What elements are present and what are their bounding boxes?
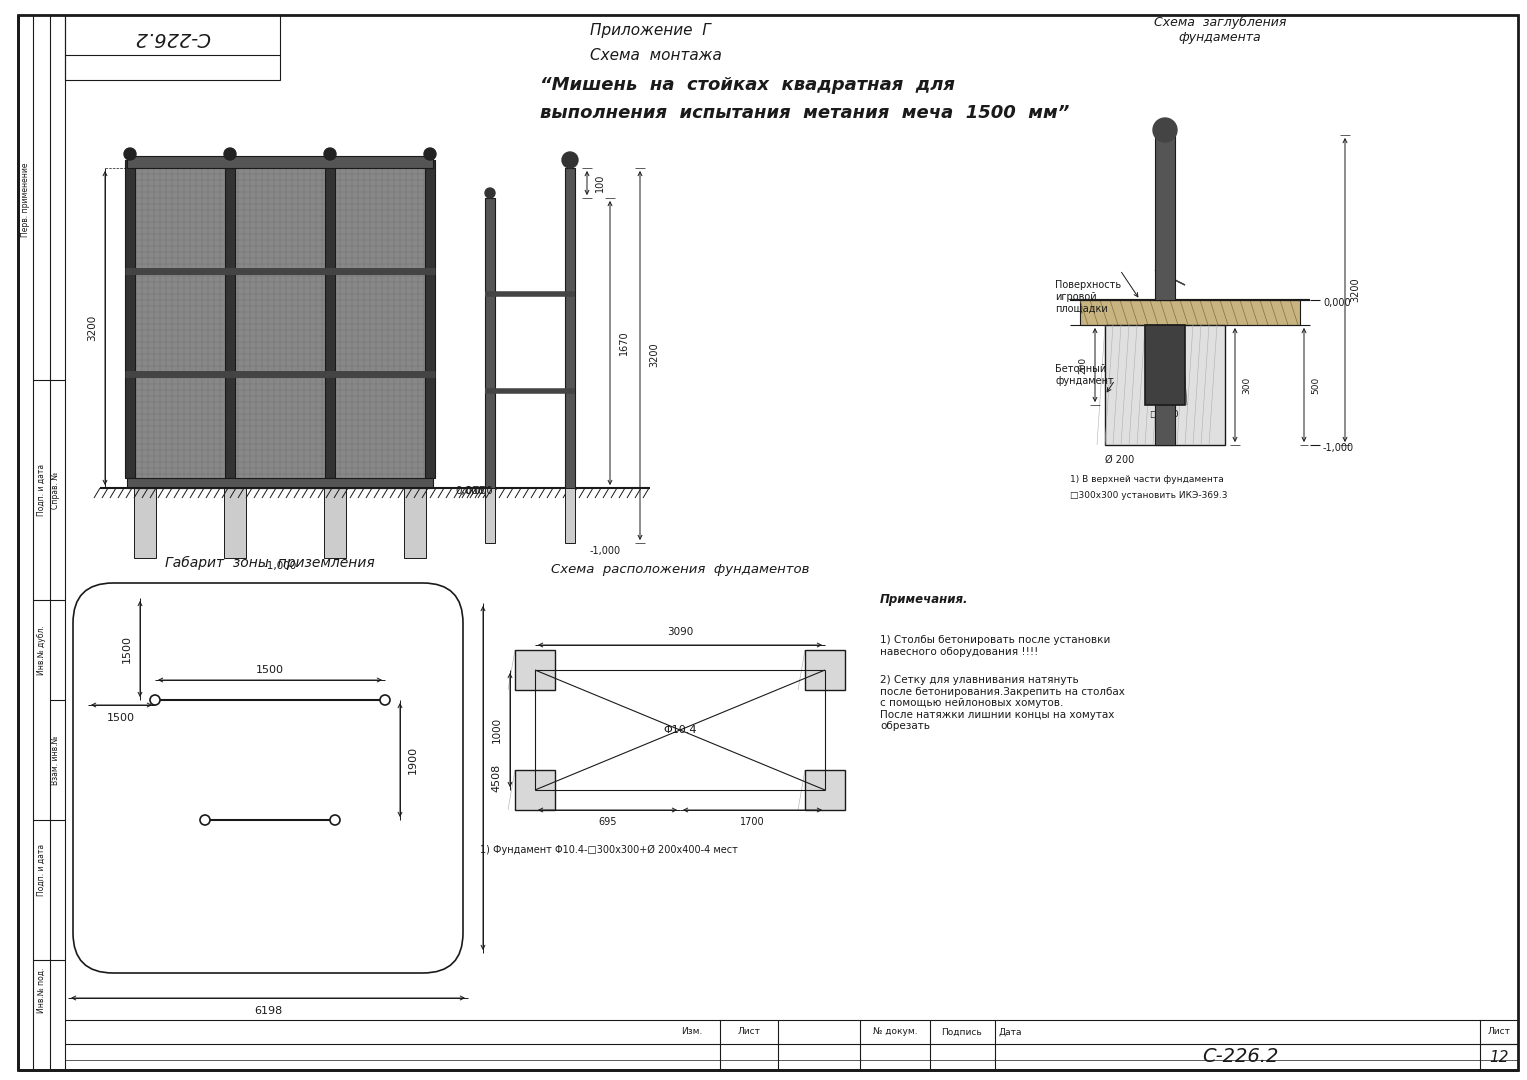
Bar <box>805 650 844 690</box>
Text: 1000: 1000 <box>492 717 502 743</box>
Bar <box>486 488 495 543</box>
Bar <box>425 160 435 478</box>
Text: Дата: Дата <box>999 1027 1022 1037</box>
Text: Подп. и дата: Подп. и дата <box>37 843 46 896</box>
Bar <box>1154 325 1174 445</box>
Text: 0,000: 0,000 <box>1322 298 1350 308</box>
Circle shape <box>380 696 389 705</box>
Text: “Мишень  на  стойках  квадратная  для: “Мишень на стойках квадратная для <box>541 76 954 94</box>
Text: Инв.№ дубл.: Инв.№ дубл. <box>37 625 46 675</box>
Bar <box>565 168 576 488</box>
Text: 1500: 1500 <box>122 635 131 663</box>
Text: Схема  монтажа: Схема монтажа <box>589 48 722 63</box>
Text: 12: 12 <box>1489 1050 1509 1065</box>
Text: Бетонный
фундамент: Бетонный фундамент <box>1055 364 1113 386</box>
Bar <box>66 15 279 80</box>
Bar <box>127 156 434 168</box>
Bar <box>565 488 576 543</box>
Text: -1,000: -1,000 <box>589 546 620 556</box>
Circle shape <box>124 148 136 160</box>
Text: Поверхность
игровой
площадки: Поверхность игровой площадки <box>1055 280 1121 313</box>
Text: □300х300 установить ИКЭ-369.3: □300х300 установить ИКЭ-369.3 <box>1070 490 1228 499</box>
Text: 3200: 3200 <box>87 315 98 341</box>
Text: 1500: 1500 <box>257 665 284 675</box>
Text: С-226.2: С-226.2 <box>134 27 211 46</box>
Text: 1) В верхней части фундамента: 1) В верхней части фундамента <box>1070 475 1223 485</box>
Text: □ 300: □ 300 <box>1150 410 1179 419</box>
Text: Габарит  зоны  приземления: Габарит зоны приземления <box>165 556 374 570</box>
Text: Справ. №: Справ. № <box>52 472 61 509</box>
Text: 200: 200 <box>1078 356 1087 374</box>
Text: 3200: 3200 <box>649 342 660 367</box>
Text: выполнения  испытания  метания  меча  1500  мм”: выполнения испытания метания меча 1500 м… <box>541 104 1069 122</box>
Bar <box>324 488 347 558</box>
Text: 500: 500 <box>1312 376 1321 393</box>
Bar <box>127 478 434 488</box>
Text: 1) Столбы бетонировать после установки
навесного оборудования !!!!: 1) Столбы бетонировать после установки н… <box>880 635 1110 657</box>
Text: -1,000: -1,000 <box>263 561 296 571</box>
Text: 0,000: 0,000 <box>455 486 484 496</box>
Text: 4508: 4508 <box>492 764 501 792</box>
Text: Подпись: Подпись <box>942 1027 982 1037</box>
Text: 1900: 1900 <box>408 746 418 774</box>
Bar <box>134 488 156 558</box>
Text: 300: 300 <box>1243 376 1252 393</box>
Text: Инв.№ под.: Инв.№ под. <box>37 968 46 1013</box>
Circle shape <box>200 815 211 825</box>
Circle shape <box>425 148 437 160</box>
Bar <box>325 160 334 478</box>
Bar <box>805 770 844 810</box>
Circle shape <box>224 148 237 160</box>
Text: 2) Сетку для улавнивания натянуть
после бетонирования.Закрепить на столбах
с пом: 2) Сетку для улавнивания натянуть после … <box>880 675 1125 731</box>
Text: 3090: 3090 <box>667 627 693 637</box>
Text: Приложение  Г: Приложение Г <box>589 23 710 38</box>
Circle shape <box>150 696 160 705</box>
Text: Лист: Лист <box>1487 1027 1510 1037</box>
Bar <box>125 160 134 478</box>
Bar <box>1080 300 1299 325</box>
Bar <box>1106 325 1225 445</box>
Text: Лист: Лист <box>738 1027 760 1037</box>
Text: Перв. применение: Перв. применение <box>21 163 31 238</box>
Text: 6198: 6198 <box>253 1005 282 1016</box>
Text: Φ10.4: Φ10.4 <box>663 725 696 735</box>
Circle shape <box>330 815 341 825</box>
Text: 1) Фундамент Φ10.4-□300х300+Ø 200x400-4 мест: 1) Фундамент Φ10.4-□300х300+Ø 200x400-4 … <box>479 845 738 855</box>
Bar <box>1145 325 1185 405</box>
Bar <box>224 488 246 558</box>
Text: 695: 695 <box>599 816 617 827</box>
Text: № докум.: № докум. <box>873 1027 918 1037</box>
Text: 1670: 1670 <box>618 330 629 355</box>
Circle shape <box>1153 118 1177 141</box>
Text: Взам. инв.№: Взам. инв.№ <box>52 735 61 785</box>
Text: С-226.2: С-226.2 <box>1202 1047 1278 1066</box>
Bar <box>405 488 426 558</box>
Text: 0,000: 0,000 <box>466 486 493 496</box>
Text: Схема  расположения  фундаментов: Схема расположения фундаментов <box>551 564 809 577</box>
Text: Подп. и дата: Подп. и дата <box>37 464 46 516</box>
Circle shape <box>562 152 579 168</box>
Text: -1,000: -1,000 <box>1322 443 1354 453</box>
Text: Схема  заглубления
фундамента: Схема заглубления фундамента <box>1154 16 1286 44</box>
Bar <box>130 168 431 478</box>
Text: 100: 100 <box>596 174 605 192</box>
Text: Ø 200: Ø 200 <box>1106 455 1135 465</box>
FancyBboxPatch shape <box>73 583 463 973</box>
Text: 1500: 1500 <box>107 713 134 723</box>
Circle shape <box>324 148 336 160</box>
Text: Примечания.: Примечания. <box>880 594 968 607</box>
Bar <box>1154 135 1174 300</box>
Bar <box>515 650 554 690</box>
Text: 3200: 3200 <box>1350 278 1361 302</box>
Bar <box>515 770 554 810</box>
Text: Изм.: Изм. <box>681 1027 702 1037</box>
Bar <box>486 198 495 488</box>
Bar <box>224 160 235 478</box>
Text: 1700: 1700 <box>739 816 765 827</box>
Circle shape <box>486 188 495 198</box>
